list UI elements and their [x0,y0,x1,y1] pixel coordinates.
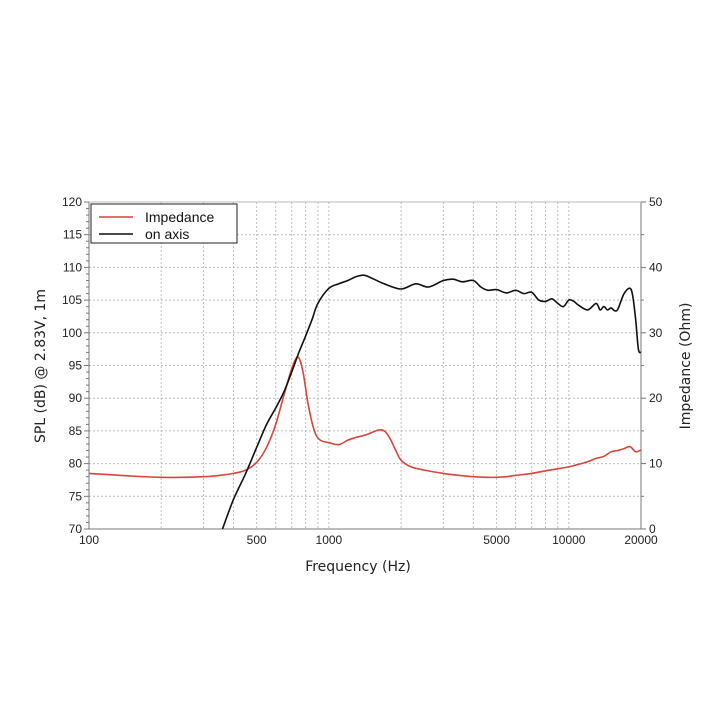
y-left-tick-label: 75 [69,489,83,503]
x-tick-label: 10000 [552,533,586,547]
legend: Impedance on axis [90,203,238,244]
y-left-tick-label: 120 [62,195,82,209]
y-right-tick-label: 10 [649,457,663,471]
axes [84,201,646,530]
x-tick-label: 500 [247,533,267,547]
y-left-tick-label: 95 [69,359,83,373]
data-series [88,274,642,530]
legend-box [90,203,238,244]
x-axis-title: Frequency (Hz) [305,559,411,575]
y-left-tick-label: 90 [69,391,83,405]
y-right-tick-label: 50 [649,195,663,209]
y-left-tick-label: 85 [69,424,83,438]
y-left-tick-label: 115 [63,228,82,242]
grid-lines [89,202,641,529]
impedance-curve [88,356,642,479]
y-left-axis-title: SPL (dB) @ 2.83V, 1m [33,289,49,443]
y-right-tick-label: 40 [649,260,663,274]
x-tick-label: 20000 [624,533,658,547]
tick-labels: 70 75 80 85 90 95 100 105 110 115 120 0 10 20 30 40 50 10… [62,195,663,547]
y-left-tick-label: 105 [62,293,82,307]
on-axis-spl-curve [221,274,642,530]
legend-label-impedance: Impedance [145,209,214,225]
x-tick-label: 100 [79,533,99,547]
y-left-tick-label: 100 [62,326,82,340]
y-left-tick-label: 70 [69,522,83,536]
legend-label-on-axis: on axis [145,226,189,242]
y-left-tick-label: 80 [69,457,83,471]
y-right-tick-label: 0 [649,522,656,536]
y-right-tick-label: 20 [649,391,663,405]
y-right-tick-label: 30 [649,326,663,340]
x-tick-label: 5000 [483,533,510,547]
x-tick-label: 1000 [316,533,343,547]
y-right-axis-title: Impedance (Ohm) [678,303,694,430]
y-left-tick-label: 110 [63,260,82,274]
